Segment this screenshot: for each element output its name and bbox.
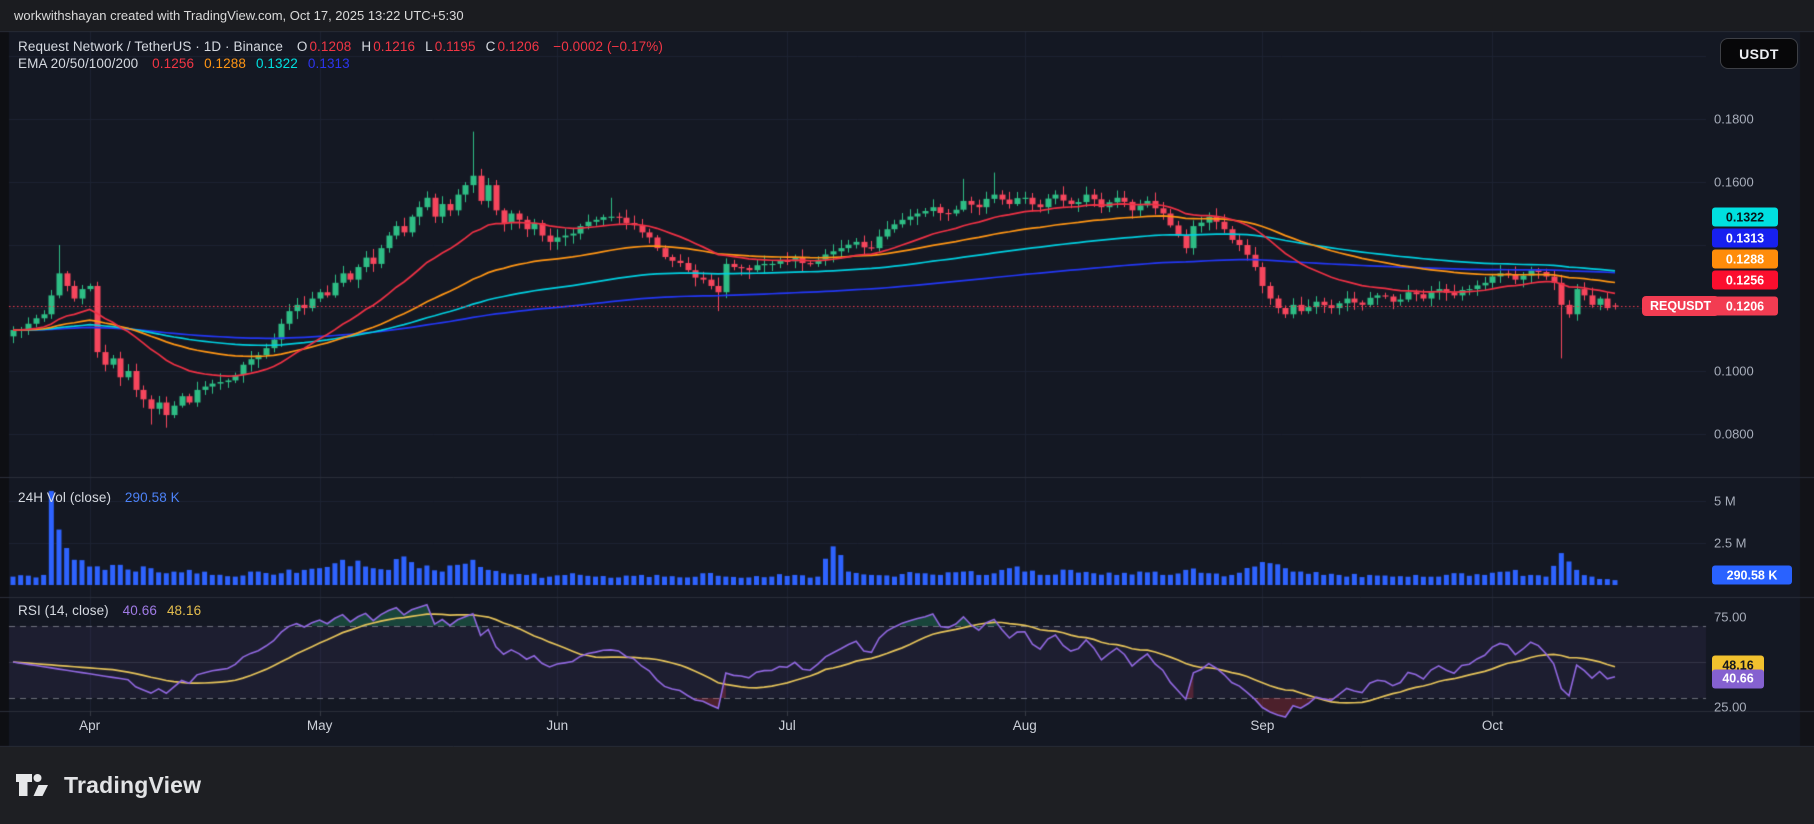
ema-values: 0.1256 0.1288 0.1322 0.1313	[142, 56, 350, 71]
rsi-badge: 40.66	[1712, 669, 1764, 689]
volume-badge: 290.58 K	[1712, 565, 1792, 585]
symbol-price-label: REQUSDT	[1642, 296, 1720, 317]
ohlc-pair: C 0.1206	[486, 39, 540, 54]
price-axis-label: 0.1600	[1714, 174, 1754, 190]
price-axis-label: 0.1800	[1714, 111, 1754, 127]
symbol-legend-row: Request Network / TetherUS · 1D · Binanc…	[18, 39, 663, 54]
ema-price-badge: 0.1256	[1712, 270, 1778, 290]
price-axis-label: 0.1000	[1714, 363, 1754, 379]
currency-toggle-button[interactable]: USDT	[1720, 38, 1798, 69]
time-scale[interactable]	[0, 711, 1706, 747]
ohlc-values: O 0.1208 H 0.1216 L 0.1195 C 0.1206	[287, 39, 540, 54]
change-value: −0.0002 (−0.17%)	[553, 39, 663, 54]
time-axis-month-label: Jul	[778, 718, 796, 733]
ohlc-pair: L 0.1195	[425, 39, 476, 54]
ema-price-badge: 0.1322	[1712, 207, 1778, 227]
volume-label: 24H Vol (close)	[18, 490, 112, 505]
ohlc-letter: H	[361, 39, 372, 54]
ohlc-number: 0.1195	[434, 39, 476, 54]
attribution-text: workwithshayan created with TradingView.…	[14, 8, 464, 23]
rsi-axis-label: 25.00	[1714, 699, 1747, 715]
ohlc-pair: H 0.1216	[361, 39, 415, 54]
rsi-value: 48.16	[166, 603, 202, 618]
time-axis-month-label: Jun	[546, 718, 569, 733]
attribution-bar: workwithshayan created with TradingView.…	[0, 0, 1814, 31]
time-axis-month-label: Aug	[1012, 718, 1037, 733]
ema-value: 0.1313	[307, 56, 350, 71]
ema-legend-row: EMA 20/50/100/200 0.1256 0.1288 0.1322 0.13…	[18, 56, 350, 71]
tradingview-brand-text: TradingView	[64, 772, 202, 798]
footer-bar: TradingView	[0, 747, 1814, 824]
ema-value: 0.1322	[255, 56, 298, 71]
ohlc-letter: C	[485, 39, 496, 54]
ohlc-letter: O	[296, 39, 308, 54]
ema-price-badge: 0.1288	[1712, 249, 1778, 269]
symbol-title: Request Network / TetherUS · 1D · Binanc…	[18, 39, 283, 54]
rsi-value: 40.66	[122, 603, 157, 618]
volume-value: 290.58 K	[124, 490, 180, 505]
volume-legend-row: 24H Vol (close) 290.58 K	[18, 490, 180, 505]
ema-label: EMA 20/50/100/200	[18, 56, 139, 71]
time-axis-month-label: Oct	[1481, 718, 1503, 733]
ema-price-badge: 0.1313	[1712, 228, 1778, 248]
rsi-axis-label: 75.00	[1714, 609, 1747, 625]
ema-value: 0.1256	[152, 56, 195, 71]
ohlc-number: 0.1206	[497, 39, 540, 54]
time-axis-month-label: May	[306, 718, 333, 733]
ohlc-letter: L	[425, 39, 433, 54]
rsi-legend-row: RSI (14, close) 40.66 48.16	[18, 603, 201, 618]
volume-axis-label: 5 M	[1714, 493, 1736, 509]
ohlc-number: 0.1208	[309, 39, 352, 54]
rsi-label: RSI (14, close)	[18, 603, 109, 618]
ohlc-number: 0.1216	[373, 39, 416, 54]
price-axis-label: 0.0800	[1714, 426, 1754, 442]
rsi-values: 40.66 48.16	[113, 603, 202, 618]
time-axis-month-label: Sep	[1250, 718, 1275, 733]
volume-axis-label: 2.5 M	[1714, 535, 1747, 551]
current-price-badge: 0.1206	[1712, 296, 1778, 316]
ohlc-pair: O 0.1208	[297, 39, 352, 54]
time-axis-month-label: Apr	[79, 718, 101, 733]
ema-value: 0.1288	[204, 56, 246, 71]
tradingview-logo-icon[interactable]	[15, 773, 55, 798]
